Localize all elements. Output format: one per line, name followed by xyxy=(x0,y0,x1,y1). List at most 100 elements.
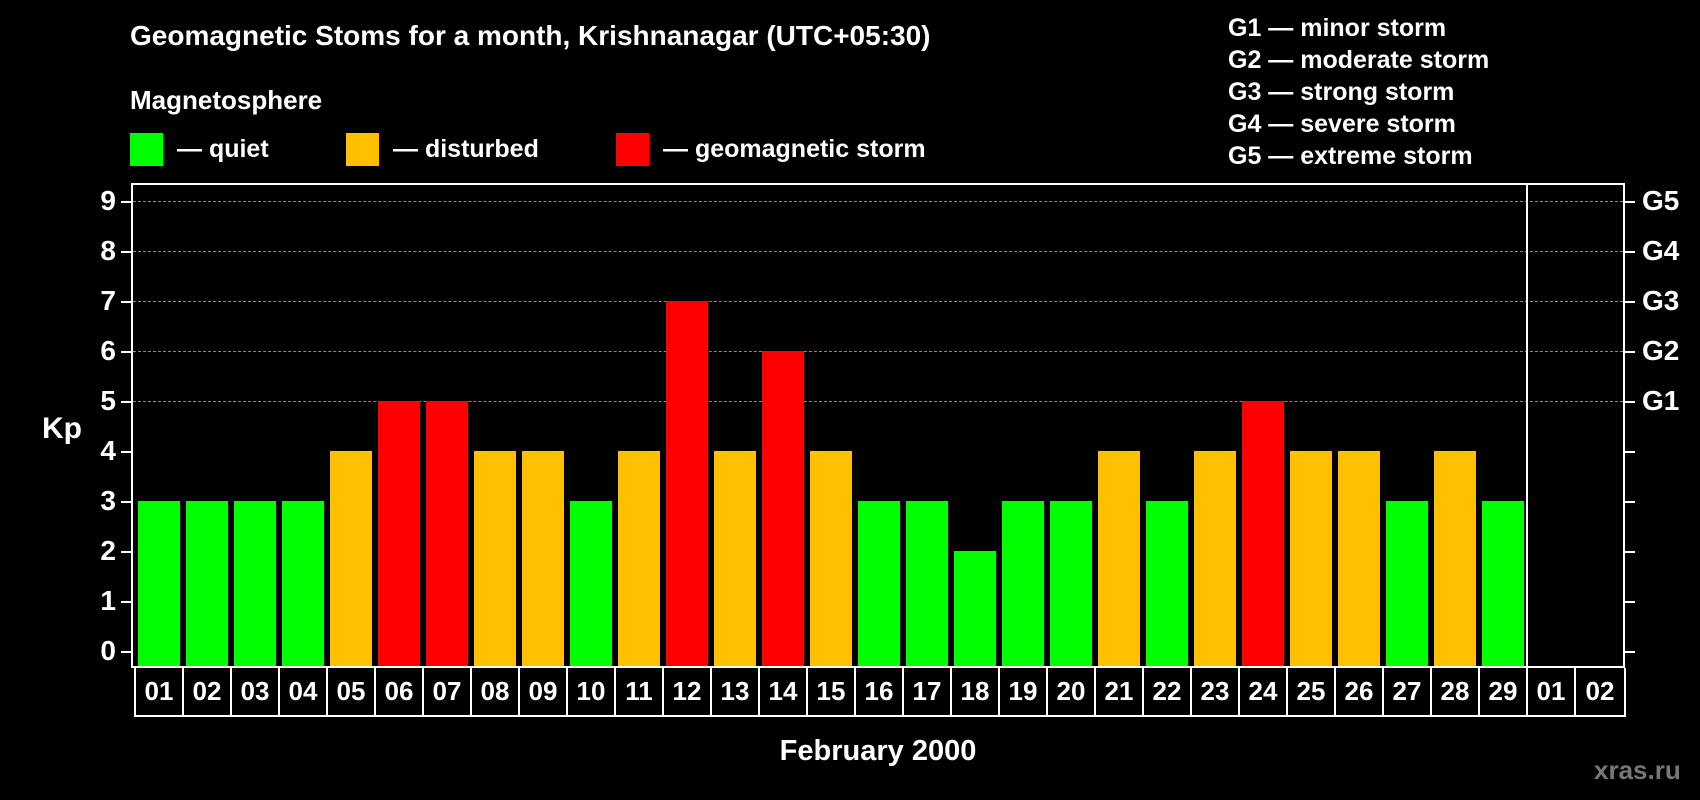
gridline xyxy=(133,201,1623,202)
kp-bar xyxy=(1290,451,1332,668)
y-tick-label: 4 xyxy=(100,435,116,466)
date-cell: 29 xyxy=(1480,668,1528,715)
date-cell: 14 xyxy=(760,668,808,715)
y-tick-right xyxy=(1625,201,1635,203)
gridline xyxy=(133,351,1623,352)
kp-bar xyxy=(330,451,372,668)
kp-bar xyxy=(234,501,276,668)
kp-bar xyxy=(810,451,852,668)
date-row: 01 02 03 04 05 06 07 08 09 10 11 12 13 14 15 16 17 18 19 20… xyxy=(134,668,1626,717)
y-tick xyxy=(121,351,131,353)
kp-bar xyxy=(954,551,996,668)
g-scale-legend: G1 — minor storm G2 — moderate storm G3 … xyxy=(1228,12,1489,172)
amber-swatch-icon xyxy=(346,133,379,166)
y-tick-label: 3 xyxy=(100,485,116,516)
kp-bar xyxy=(138,501,180,668)
kp-bar xyxy=(378,401,420,668)
y-tick xyxy=(121,251,131,253)
kp-bar xyxy=(714,451,756,668)
y-tick-label: 2 xyxy=(100,535,116,566)
y-axis-label: Kp xyxy=(42,412,82,445)
legend-subtitle: Magnetosphere xyxy=(130,85,323,115)
y-tick-right xyxy=(1625,301,1635,303)
g-legend-item: G4 — severe storm xyxy=(1228,110,1456,138)
g-legend-item: G1 — minor storm xyxy=(1228,14,1447,42)
legend-item: — quiet xyxy=(130,133,269,166)
kp-bar xyxy=(1098,451,1140,668)
kp-bar xyxy=(666,301,708,668)
date-cell: 06 xyxy=(376,668,424,715)
legend-item: — disturbed xyxy=(346,133,539,166)
kp-bar xyxy=(906,501,948,668)
y-tick-label: 5 xyxy=(100,385,116,416)
date-cell: 12 xyxy=(664,668,712,715)
date-cell: 19 xyxy=(1000,668,1048,715)
y-tick-label: 0 xyxy=(100,635,116,666)
kp-bar xyxy=(570,501,612,668)
g-legend-item: G3 — strong storm xyxy=(1228,78,1455,106)
x-axis-label: February 2000 xyxy=(779,735,977,767)
g-legend-item: G5 — extreme storm xyxy=(1228,142,1473,170)
date-cell: 27 xyxy=(1384,668,1432,715)
date-cell: 08 xyxy=(472,668,520,715)
y-tick-right xyxy=(1625,351,1635,353)
date-cell: 25 xyxy=(1288,668,1336,715)
y-tick xyxy=(121,501,131,503)
legend-item: — geomagnetic storm xyxy=(616,133,926,166)
date-cell: 18 xyxy=(952,668,1000,715)
y-tick-right xyxy=(1625,401,1635,403)
date-cell: 10 xyxy=(568,668,616,715)
kp-bar xyxy=(474,451,516,668)
kp-bar xyxy=(282,501,324,668)
kp-bar xyxy=(1002,501,1044,668)
y-tick-right xyxy=(1625,501,1635,503)
date-cell: 09 xyxy=(520,668,568,715)
y-tick-label: 1 xyxy=(100,585,116,616)
date-cell: 16 xyxy=(856,668,904,715)
date-cell: 24 xyxy=(1240,668,1288,715)
red-swatch-icon xyxy=(616,133,649,166)
g-legend-item: G2 — moderate storm xyxy=(1228,46,1490,74)
date-cell: 01 xyxy=(136,668,184,715)
kp-bar xyxy=(1146,501,1188,668)
date-cell: 22 xyxy=(1144,668,1192,715)
date-cell: 03 xyxy=(232,668,280,715)
kp-bar xyxy=(1434,451,1476,668)
date-cell: 02 xyxy=(184,668,232,715)
y-tick xyxy=(121,451,131,453)
watermark: xras.ru xyxy=(1594,755,1681,785)
kp-bar xyxy=(1194,451,1236,668)
plot-area xyxy=(131,183,1625,668)
y-tick-right xyxy=(1625,651,1635,653)
gridline xyxy=(133,301,1623,302)
date-cell: 17 xyxy=(904,668,952,715)
date-cell: 11 xyxy=(616,668,664,715)
y-tick-label: 8 xyxy=(100,235,116,266)
kp-bar xyxy=(186,501,228,668)
kp-bar xyxy=(618,451,660,668)
date-cell: 26 xyxy=(1336,668,1384,715)
kp-bar xyxy=(1482,501,1524,668)
date-cell: 20 xyxy=(1048,668,1096,715)
date-cell: 28 xyxy=(1432,668,1480,715)
y-tick-label: 9 xyxy=(100,185,116,216)
g-tick-label: G1 xyxy=(1642,385,1680,416)
date-cell: 15 xyxy=(808,668,856,715)
legend-label: — geomagnetic storm xyxy=(663,135,926,163)
y-tick xyxy=(121,201,131,203)
date-cell: 13 xyxy=(712,668,760,715)
y-tick-right xyxy=(1625,251,1635,253)
g-tick-label: G5 xyxy=(1642,185,1680,216)
y-tick xyxy=(121,651,131,653)
g-tick-label: G2 xyxy=(1642,335,1680,366)
kp-bar xyxy=(1050,501,1092,668)
kp-bar xyxy=(1242,401,1284,668)
g-tick-label: G3 xyxy=(1642,285,1680,316)
legend-label: — disturbed xyxy=(393,135,539,163)
date-cell: 04 xyxy=(280,668,328,715)
y-tick xyxy=(121,301,131,303)
y-tick-right xyxy=(1625,551,1635,553)
date-cell: 21 xyxy=(1096,668,1144,715)
date-cell: 05 xyxy=(328,668,376,715)
y-tick xyxy=(121,551,131,553)
